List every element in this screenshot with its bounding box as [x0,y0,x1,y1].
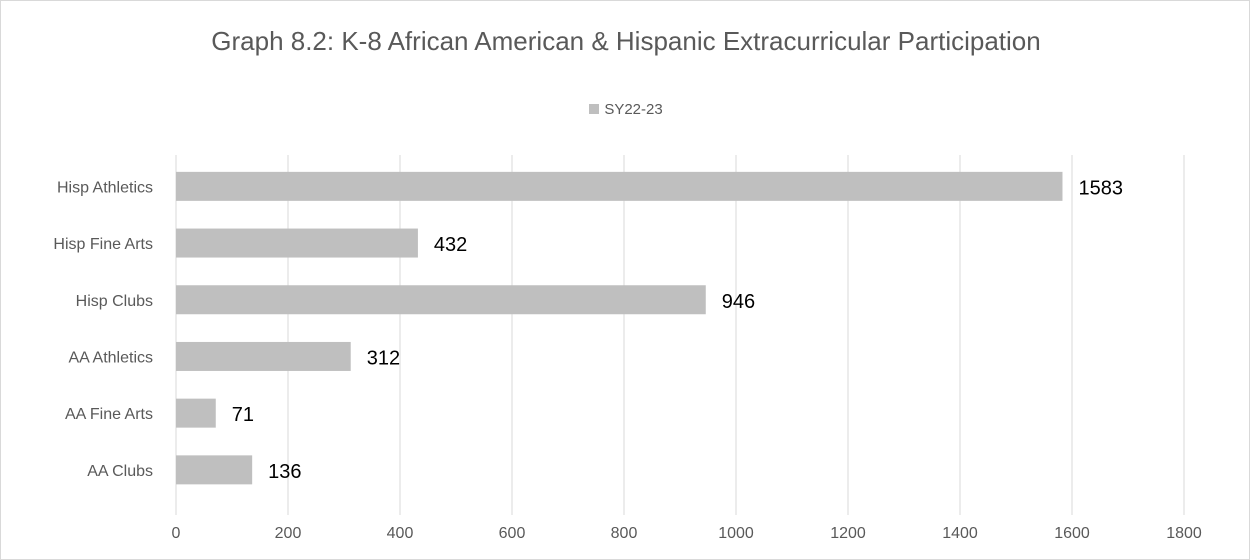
bar-chart-plot: 0 200 400 600 800 1000 1200 1400 1600 1800 Hisp At… [53,155,1202,542]
x-tick-label-0: 0 [172,525,181,542]
legend-label: SY22-23 [604,101,663,118]
x-tick-label-600: 600 [499,525,526,542]
data-label-hisp-clubs: 946 [722,291,755,313]
bar-hisp-athletics [176,171,1063,201]
data-label-hisp-athletics: 1583 [1078,177,1123,199]
data-label-aa-clubs: 136 [268,461,301,483]
bar-aa-clubs [176,455,253,485]
bar-hisp-clubs [176,285,706,315]
chart-title: Graph 8.2: K-8 African American & Hispan… [211,26,1041,56]
x-tick-label-1600: 1600 [1054,525,1090,542]
x-tick-label-1400: 1400 [942,525,978,542]
data-label-aa-athletics: 312 [367,347,400,369]
data-label-aa-fine-arts: 71 [232,404,254,426]
data-label-hisp-fine-arts: 432 [434,234,467,256]
x-tick-label-1000: 1000 [718,525,754,542]
x-tick-label-1800: 1800 [1166,525,1202,542]
category-label-aa-fine-arts: AA Fine Arts [65,406,153,423]
category-label-aa-athletics: AA Athletics [69,349,154,366]
category-label-hisp-athletics: Hisp Athletics [57,179,153,196]
bar-hisp-fine-arts [176,228,418,258]
category-label-aa-clubs: AA Clubs [87,463,153,480]
legend-swatch [589,104,600,114]
x-tick-label-200: 200 [275,525,302,542]
x-tick-label-1200: 1200 [830,525,866,542]
legend: SY22-23 [0,101,1252,118]
category-label-hisp-clubs: Hisp Clubs [76,293,153,310]
x-tick-label-800: 800 [611,525,638,542]
x-tick-label-400: 400 [387,525,414,542]
bar-aa-fine-arts [176,398,216,428]
bar-aa-athletics [176,341,351,371]
category-label-hisp-fine-arts: Hisp Fine Arts [53,236,153,253]
